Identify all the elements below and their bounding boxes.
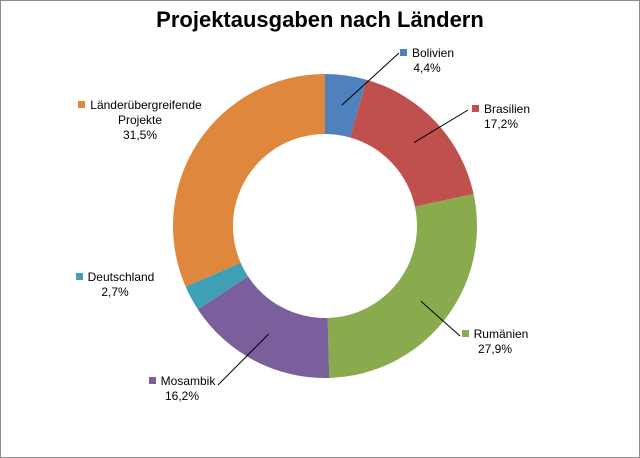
leader-line-2 bbox=[420, 300, 461, 337]
label-mosambik: Mosambik 16,2% bbox=[142, 374, 222, 404]
donut-slice-3 bbox=[197, 276, 330, 378]
donut-slice-4 bbox=[185, 262, 249, 310]
label-brasilien: Brasilien 17,2% bbox=[466, 102, 536, 132]
donut-slice-5 bbox=[172, 74, 325, 287]
swatch-deutschland bbox=[75, 273, 83, 280]
leader-line-3 bbox=[217, 333, 269, 386]
label-deutschland: Deutschland 2,7% bbox=[70, 270, 160, 300]
leader-line-1 bbox=[413, 109, 469, 143]
swatch-laenderuebergreifend bbox=[78, 101, 86, 108]
donut-slice-1 bbox=[350, 79, 474, 207]
label-rumaenien: Rumänien 27,9% bbox=[455, 327, 535, 357]
label-bolivien: Bolivien 4,4% bbox=[397, 46, 457, 76]
swatch-rumaenien bbox=[461, 330, 469, 337]
swatch-brasilien bbox=[471, 105, 479, 112]
leader-line-0 bbox=[341, 52, 400, 106]
swatch-bolivien bbox=[399, 49, 407, 56]
chart-title: Projektausgaben nach Ländern bbox=[156, 7, 484, 32]
label-laenderuebergreifend: Länderübergreifende Projekte 31,5% bbox=[70, 98, 210, 143]
swatch-mosambik bbox=[148, 377, 156, 384]
donut-slice-0 bbox=[325, 74, 367, 138]
donut-slice-2 bbox=[327, 193, 478, 378]
